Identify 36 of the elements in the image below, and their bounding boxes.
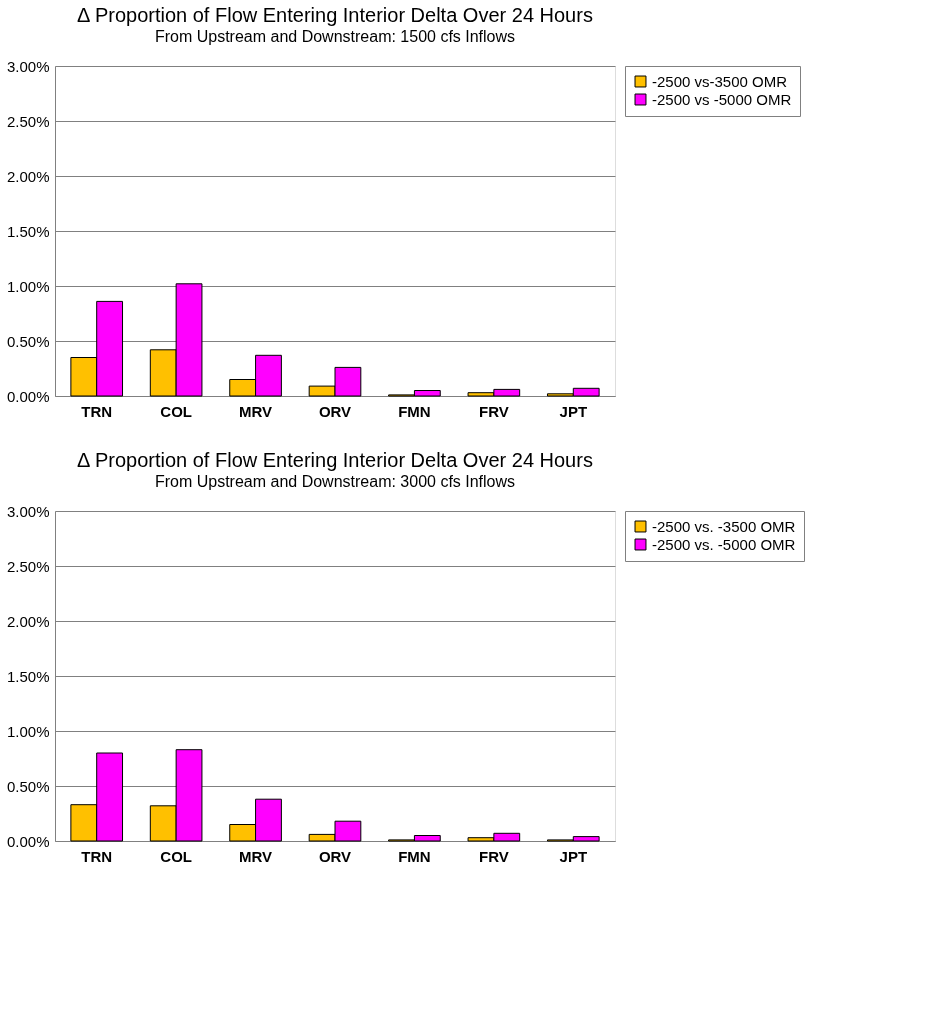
y-tick-label: 0.00%	[6, 387, 50, 405]
y-tick-label: 1.00%	[6, 722, 50, 740]
chart-title: Δ Proportion of Flow Entering Interior Delta Over 24 Hours	[77, 4, 593, 26]
legend-label: -2500 vs -5000 OMR	[652, 90, 792, 108]
y-tick-label: 0.50%	[6, 332, 50, 350]
y-tick-label: 1.50%	[6, 222, 50, 240]
x-tick-label: FMN	[398, 402, 431, 420]
x-tick-label: ORV	[318, 402, 352, 420]
y-tick-label: 0.50%	[6, 777, 50, 795]
x-tick-label: ORV	[318, 847, 352, 865]
x-tick-label: TRN	[81, 402, 113, 420]
x-tick-label: MRV	[239, 847, 273, 865]
x-tick-label: TRN	[81, 847, 113, 865]
y-tick-label: 2.00%	[6, 167, 50, 185]
y-tick-label: 1.00%	[6, 277, 50, 295]
y-tick-label: 2.50%	[6, 112, 50, 130]
x-tick-label: MRV	[239, 402, 273, 420]
legend-label: -2500 vs. -3500 OMR	[652, 517, 796, 535]
y-tick-label: 0.00%	[6, 832, 50, 850]
x-tick-label: FRV	[479, 402, 509, 420]
x-tick-label: COL	[160, 402, 192, 420]
x-tick-label: FMN	[398, 847, 431, 865]
x-tick-label: COL	[160, 847, 192, 865]
y-tick-label: 2.50%	[6, 557, 50, 575]
x-tick-label: FRV	[479, 847, 509, 865]
y-tick-label: 1.50%	[6, 667, 50, 685]
x-tick-label: JPT	[559, 847, 588, 865]
chart-subtitle: From Upstream and Downstream: 3000 cfs Inflows	[154, 473, 516, 490]
x-tick-label: JPT	[559, 402, 588, 420]
legend-label: -2500 vs. -5000 OMR	[652, 535, 796, 553]
y-tick-label: 3.00%	[6, 502, 50, 520]
chart-subtitle: From Upstream and Downstream: 1500 cfs Inflows	[154, 28, 516, 45]
y-tick-label: 3.00%	[6, 57, 50, 75]
chart-title: Δ Proportion of Flow Entering Interior Delta Over 24 Hours	[77, 449, 593, 471]
legend-label: -2500 vs-3500 OMR	[652, 72, 788, 90]
y-tick-label: 2.00%	[6, 612, 50, 630]
